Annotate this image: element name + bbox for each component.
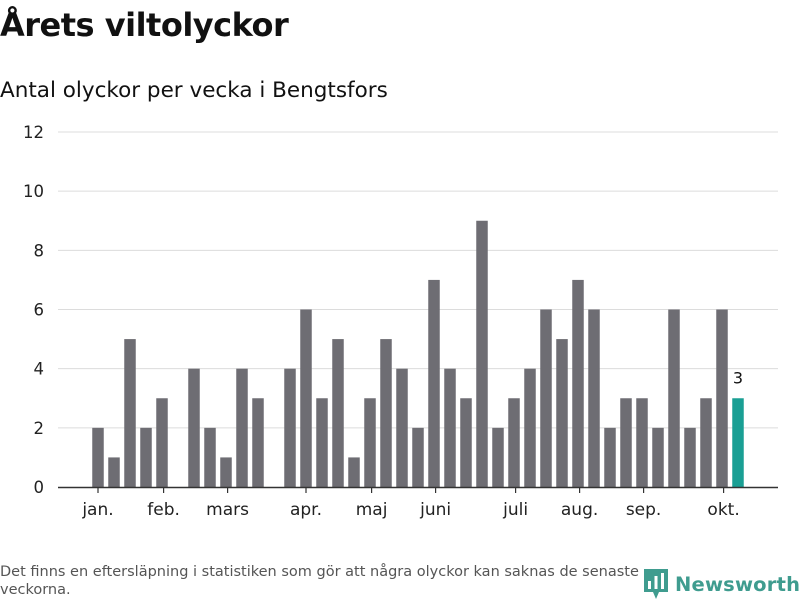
bar	[204, 427, 216, 487]
brand-name: Newsworthy	[675, 572, 800, 596]
bar	[92, 427, 104, 487]
x-tick-label: apr.	[290, 500, 322, 520]
newsworthy-logo-icon	[644, 569, 668, 599]
x-tick-label: aug.	[561, 500, 598, 520]
y-tick-label: 0	[34, 478, 45, 497]
y-tick-label: 6	[34, 301, 45, 320]
bar	[700, 398, 712, 487]
bar	[236, 368, 248, 487]
chart-title: Årets viltolyckor	[0, 6, 289, 44]
bar	[508, 398, 520, 487]
y-tick-label: 12	[23, 123, 44, 142]
bar	[620, 398, 632, 487]
y-axis-ticks: 0 2 4 6 8 10 12	[23, 123, 44, 497]
bar	[588, 309, 600, 487]
bar	[428, 279, 440, 487]
bar	[556, 339, 568, 487]
bar	[348, 457, 360, 487]
x-axis-ticks: jan. feb. mars apr. maj juni juli aug. sep. okt.	[81, 487, 740, 520]
x-tick-label: jan.	[81, 500, 113, 520]
bar	[684, 427, 696, 487]
x-tick-label: okt.	[707, 500, 739, 520]
bar	[716, 309, 728, 487]
bar	[444, 368, 456, 487]
bar	[140, 427, 152, 487]
bar	[252, 398, 264, 487]
bar	[396, 368, 408, 487]
x-tick-label: maj	[356, 500, 388, 520]
x-tick-label: mars	[206, 500, 249, 520]
x-tick-label: sep.	[626, 500, 662, 520]
bar	[220, 457, 232, 487]
bar	[492, 427, 504, 487]
bar-highlight	[732, 398, 744, 487]
bar	[668, 309, 680, 487]
bar	[460, 398, 472, 487]
bar	[364, 398, 376, 487]
data-labels: 3	[733, 368, 743, 387]
bar-chart: 0 2 4 6 8 10 12 jan. feb. mars apr. maj juni juli aug…	[23, 123, 778, 520]
y-tick-label: 8	[34, 241, 45, 260]
bar	[412, 427, 424, 487]
x-tick-label: feb.	[147, 500, 180, 520]
x-tick-label: juni	[419, 500, 451, 520]
bar	[636, 398, 648, 487]
footnote: Det finns en eftersläpning i statistiken…	[0, 564, 639, 598]
bar	[156, 398, 168, 487]
bar	[380, 339, 392, 487]
chart-subtitle: Antal olyckor per vecka i Bengtsfors	[0, 78, 388, 103]
y-tick-label: 2	[34, 419, 45, 438]
bar	[108, 457, 120, 487]
bar	[284, 368, 296, 487]
brand-logo: Newsworthy	[643, 567, 800, 601]
x-tick-label: juli	[502, 500, 528, 520]
bar	[540, 309, 552, 487]
bar	[572, 279, 584, 487]
y-tick-label: 4	[34, 360, 45, 379]
bar	[300, 309, 312, 487]
bar	[316, 398, 328, 487]
bar	[524, 368, 536, 487]
bar	[332, 339, 344, 487]
data-label-last-week: 3	[733, 368, 743, 387]
bar	[476, 220, 488, 487]
bar	[124, 339, 136, 487]
bar	[188, 368, 200, 487]
bar	[652, 427, 664, 487]
bar-series	[92, 220, 744, 487]
y-tick-label: 10	[23, 182, 44, 201]
bar	[604, 427, 616, 487]
